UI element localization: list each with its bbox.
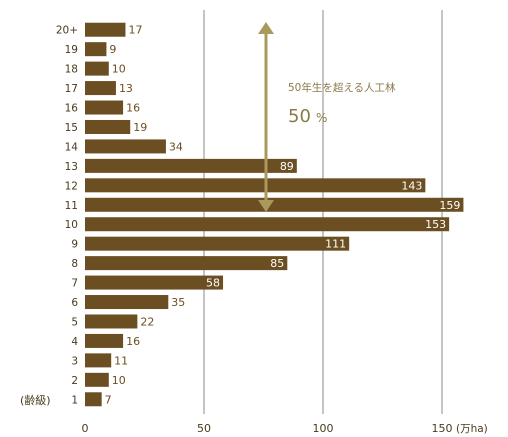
bar-value-label: 11: [114, 354, 128, 367]
bar: [85, 42, 107, 57]
bar-value-label: 19: [133, 121, 147, 134]
bar-value-label: 16: [126, 335, 140, 348]
bar-value-label: 16: [126, 102, 140, 115]
bar-value-label: 85: [270, 257, 284, 270]
bar-value-label: 111: [325, 238, 346, 251]
bar-value-label: 17: [128, 24, 142, 37]
x-tick-label: 100: [313, 422, 334, 435]
bar: [85, 178, 426, 193]
category-label: 10: [65, 219, 78, 231]
annotation-value-unit: %: [316, 111, 327, 125]
x-tick-label: 0: [82, 422, 89, 435]
category-label: 5: [71, 316, 78, 328]
bar: [85, 392, 102, 407]
y-axis-annotation: (齢級): [20, 393, 51, 407]
category-label: 17: [65, 83, 78, 95]
category-label: 19: [65, 44, 78, 56]
category-label: 14: [65, 141, 79, 153]
double-arrow-icon: [258, 22, 274, 212]
bar-value-label: 159: [439, 199, 460, 212]
bars: [85, 22, 464, 407]
bar-value-label: 7: [105, 393, 112, 406]
bar: [85, 139, 166, 154]
bar: [85, 81, 116, 96]
category-label: 3: [71, 355, 78, 367]
bar-value-label: 13: [119, 82, 133, 95]
bar: [85, 158, 297, 173]
annotation-label: 50年生を超える人工林: [288, 81, 396, 94]
bar: [85, 295, 169, 310]
bar: [85, 119, 131, 134]
category-label: 6: [71, 297, 78, 309]
category-label: 16: [65, 103, 79, 115]
bar: [85, 256, 288, 271]
category-label: 15: [65, 122, 78, 134]
category-label: 2: [71, 375, 78, 387]
bar: [85, 197, 464, 212]
bar-value-label: 89: [280, 160, 294, 173]
bar-value-label: 153: [425, 218, 446, 231]
category-label: 7: [71, 278, 78, 290]
category-label: 18: [65, 64, 78, 76]
category-label: 20+: [56, 25, 78, 37]
category-label: 13: [65, 161, 78, 173]
bar: [85, 275, 224, 290]
bar: [85, 333, 124, 348]
bar: [85, 61, 109, 76]
bar: [85, 372, 109, 387]
category-label: 8: [71, 258, 78, 270]
category-labels: 20+ 19 18 17 16 15 14 13 12 11 10 9 8 7 6 5 4 3 2 1: [56, 25, 78, 407]
grid-lines: [203, 10, 443, 414]
x-tick-label: 50: [197, 422, 211, 435]
category-label: 1: [71, 394, 78, 406]
bar-value-label: 143: [401, 179, 422, 192]
bar: [85, 22, 126, 37]
annotation-value-number: 50: [288, 106, 311, 127]
bar-value-label: 9: [109, 43, 116, 56]
bar-value-label: 22: [140, 315, 154, 328]
category-label: 9: [71, 239, 78, 251]
bar-value-label: 35: [171, 296, 185, 309]
category-label: 4: [71, 336, 78, 348]
bar: [85, 217, 450, 232]
bar-value-label: 34: [169, 140, 183, 153]
bar-value-label: 10: [112, 63, 126, 76]
bar: [85, 314, 138, 329]
category-label: 11: [65, 200, 78, 212]
bar: [85, 353, 112, 368]
bar: [85, 236, 350, 251]
bar-value-label: 10: [112, 374, 126, 387]
x-unit-label: (万ha): [456, 423, 488, 435]
bar-value-labels: 1791013161934891431591531118558352216111…: [105, 24, 461, 407]
bar-value-label: 58: [206, 277, 220, 290]
x-axis-ticks: 0 50 100 150 (万ha): [82, 422, 488, 435]
annotation-value: 50 %: [288, 106, 327, 127]
bar: [85, 100, 124, 115]
category-label: 12: [65, 180, 78, 192]
x-tick-label: 150: [432, 422, 453, 435]
